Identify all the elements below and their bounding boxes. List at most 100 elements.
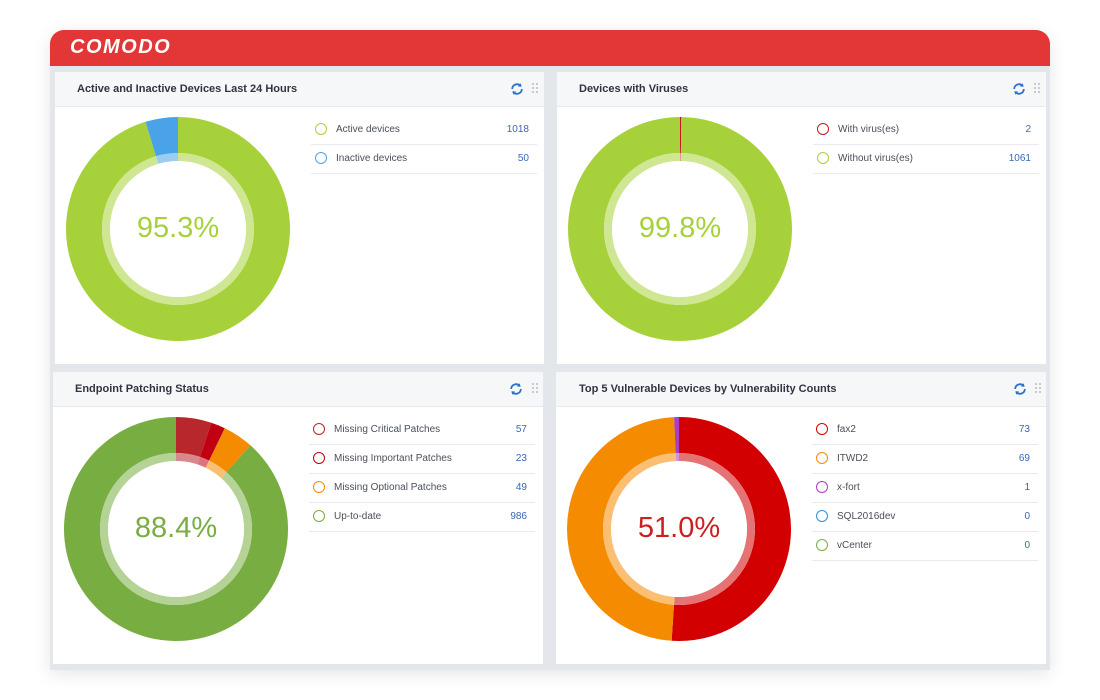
legend-label: fax2	[837, 424, 856, 435]
panel-title: Top 5 Vulnerable Devices by Vulnerabilit…	[579, 383, 837, 395]
legend-marker-icon	[315, 152, 327, 164]
donut-slice[interactable]	[568, 117, 792, 341]
donut-inner-ring-slice	[197, 456, 210, 468]
donut-chart	[65, 117, 291, 341]
legend-item[interactable]: With virus(es) 2	[813, 116, 1039, 145]
chart-center-value: 99.8%	[638, 212, 722, 244]
donut-inner-ring-slice	[176, 453, 200, 465]
legend-value[interactable]: 49	[515, 482, 527, 493]
donut-slice[interactable]	[145, 117, 178, 157]
donut-inner-ring-slice	[675, 453, 679, 462]
legend-item[interactable]: x-fort 1	[812, 474, 1038, 503]
legend-marker-icon	[816, 423, 828, 435]
legend-label: Missing Optional Patches	[334, 482, 447, 493]
legend-marker-icon	[817, 152, 829, 164]
legend-value[interactable]: 2	[1025, 124, 1031, 135]
legend-value[interactable]: 1061	[1008, 153, 1031, 164]
legend-marker-icon	[816, 452, 828, 464]
donut-inner-ring-slice	[603, 453, 677, 605]
legend-item[interactable]: SQL2016dev 0	[812, 503, 1038, 532]
donut-slice[interactable]	[176, 417, 212, 457]
donut-slice[interactable]	[65, 117, 291, 341]
donut-hole	[110, 161, 246, 297]
donut-inner-ring-slice	[205, 460, 227, 479]
legend-value[interactable]: 57	[515, 424, 527, 435]
panel-endpoint-patching-status: Endpoint Patching Status 88.4% Missing C…	[53, 372, 543, 664]
donut-slice[interactable]	[671, 417, 791, 641]
chart-legend: Active devices 1018 Inactive devices 50	[311, 116, 537, 174]
donut-hole	[611, 461, 747, 597]
refresh-icon[interactable]	[1013, 382, 1027, 396]
legend-item[interactable]: Active devices 1018	[311, 116, 537, 145]
legend-value[interactable]: 0	[1024, 540, 1030, 551]
refresh-icon[interactable]	[510, 82, 524, 96]
legend-value[interactable]: 69	[1018, 453, 1030, 464]
donut-slice[interactable]	[674, 417, 679, 454]
legend-value[interactable]: 1018	[506, 124, 529, 135]
legend-marker-icon	[816, 510, 828, 522]
legend-item[interactable]: ITWD2 69	[812, 445, 1038, 474]
top-bar: COMODO	[50, 30, 1050, 66]
donut-slice[interactable]	[680, 117, 682, 154]
comodo-dashboard: COMODO Active and Inactive Devices Last …	[50, 30, 1050, 670]
drag-handle-icon[interactable]	[1034, 382, 1042, 395]
panel-title: Active and Inactive Devices Last 24 Hour…	[77, 83, 298, 95]
donut-slice[interactable]	[209, 428, 251, 473]
drag-handle-icon[interactable]	[531, 382, 539, 395]
donut-hole	[108, 461, 244, 597]
legend-item[interactable]: Up-to-date 986	[309, 503, 535, 532]
legend-label: With virus(es)	[838, 124, 900, 135]
panel-title: Devices with Viruses	[579, 83, 689, 95]
drag-handle-icon[interactable]	[531, 82, 539, 95]
legend-item[interactable]: Missing Optional Patches 49	[309, 474, 535, 503]
legend-label: Missing Critical Patches	[334, 424, 441, 435]
legend-value[interactable]: 23	[515, 453, 527, 464]
drag-handle-icon[interactable]	[1033, 82, 1041, 95]
legend-item[interactable]: Missing Important Patches 23	[309, 445, 535, 474]
legend-value[interactable]: 986	[510, 511, 527, 522]
legend-marker-icon	[313, 481, 325, 493]
panel-header: Devices with Viruses	[557, 72, 1046, 107]
donut-hole	[612, 161, 748, 297]
legend-label: Inactive devices	[336, 153, 408, 164]
donut-slice[interactable]	[199, 422, 225, 461]
legend-label: Active devices	[336, 124, 400, 135]
panel-devices-with-viruses: Devices with Viruses 99.8% With virus(es…	[557, 72, 1046, 364]
panel-header: Top 5 Vulnerable Devices by Vulnerabilit…	[556, 372, 1046, 407]
chart-center-value: 95.3%	[136, 212, 220, 244]
legend-value[interactable]: 1	[1024, 482, 1030, 493]
refresh-icon[interactable]	[509, 382, 523, 396]
donut-chart	[566, 417, 791, 641]
panel-header: Active and Inactive Devices Last 24 Hour…	[55, 72, 544, 107]
legend-marker-icon	[816, 481, 828, 493]
legend-label: Without virus(es)	[838, 153, 914, 164]
donut-slice[interactable]	[63, 417, 288, 641]
legend-value[interactable]: 50	[517, 153, 529, 164]
dashboard-grid: Active and Inactive Devices Last 24 Hour…	[50, 66, 1050, 670]
legend-label: x-fort	[837, 482, 860, 493]
donut-inner-ring-slice	[155, 153, 178, 164]
legend-label: vCenter	[837, 540, 873, 551]
legend-item[interactable]: vCenter 0	[812, 532, 1038, 561]
donut-inner-ring-slice	[680, 153, 681, 162]
legend-marker-icon	[313, 423, 325, 435]
panel-title: Endpoint Patching Status	[75, 383, 209, 395]
panel-top-vulnerable-devices: Top 5 Vulnerable Devices by Vulnerabilit…	[556, 372, 1046, 664]
legend-item[interactable]: Inactive devices 50	[311, 145, 537, 174]
legend-value[interactable]: 0	[1024, 511, 1030, 522]
legend-label: SQL2016dev	[837, 511, 896, 522]
refresh-icon[interactable]	[1012, 82, 1026, 96]
panel-header: Endpoint Patching Status	[53, 372, 543, 407]
legend-item[interactable]: Missing Critical Patches 57	[309, 416, 535, 445]
legend-label: Up-to-date	[334, 511, 382, 522]
legend-label: ITWD2	[837, 453, 869, 464]
donut-slice[interactable]	[566, 417, 676, 641]
legend-item[interactable]: fax2 73	[812, 416, 1038, 445]
brand-logo: COMODO	[70, 36, 172, 58]
legend-marker-icon	[315, 123, 327, 135]
donut-chart	[63, 417, 288, 641]
legend-value[interactable]: 73	[1018, 424, 1030, 435]
legend-marker-icon	[313, 510, 325, 522]
donut-chart	[568, 117, 792, 341]
legend-item[interactable]: Without virus(es) 1061	[813, 145, 1039, 174]
